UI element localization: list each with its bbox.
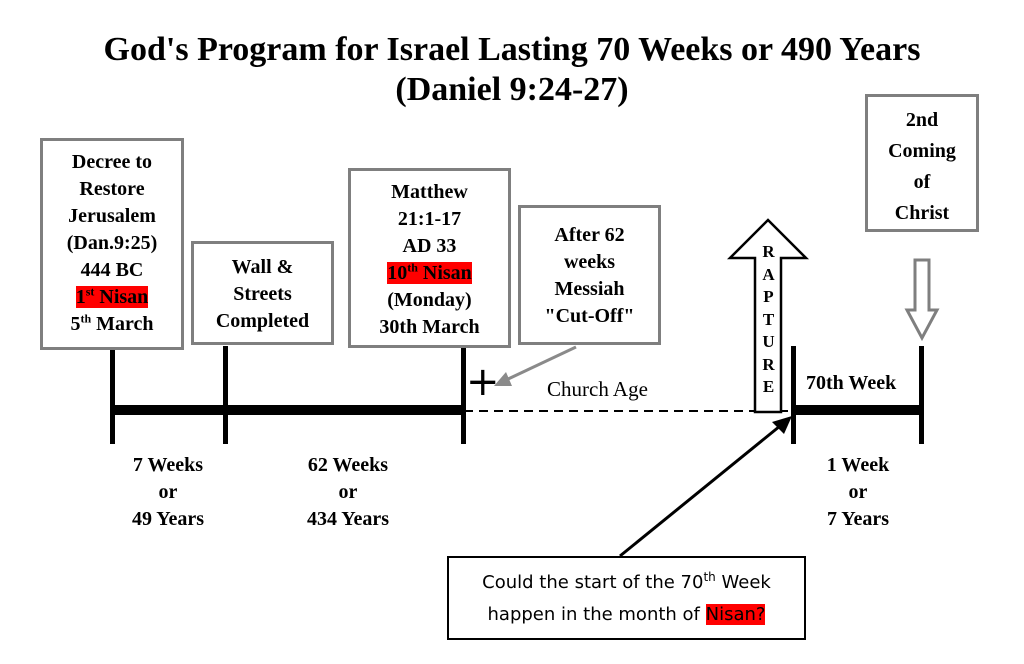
period-label-1-week: 1 Week or 7 Years xyxy=(826,454,890,530)
cutoff-pointer-line xyxy=(505,345,577,382)
decree-line: (Dan.9:25) xyxy=(66,232,158,254)
tick-70th-start xyxy=(791,346,796,444)
second-coming-line: Coming xyxy=(888,140,956,162)
decree-nisan: 1st Nisan xyxy=(75,284,149,308)
tick-70th-end xyxy=(919,346,924,444)
cutoff-line: "Cut-Off" xyxy=(544,305,635,327)
decree-line: Jerusalem xyxy=(68,205,156,227)
question-pointer-line xyxy=(619,424,781,558)
matthew-line: 30th March xyxy=(379,316,480,338)
tick-wall xyxy=(223,346,228,444)
rapture-letter: T xyxy=(762,309,775,329)
decree-line: 444 BC xyxy=(80,259,144,281)
decree-march: 5th March xyxy=(70,311,154,335)
rapture-letter: A xyxy=(762,264,775,284)
rapture-letter: P xyxy=(763,287,774,306)
period-label-7-weeks: 7 Weeks or 49 Years xyxy=(131,454,205,530)
question-line-2: happen in the month of Nisan? xyxy=(487,604,766,625)
question-line-1: Could the start of the 70th Week xyxy=(482,570,771,593)
rapture-letter: R xyxy=(762,242,775,261)
cutoff-box: After 62 weeks Messiah "Cut-Off" xyxy=(518,205,661,345)
matthew-nisan: 10th Nisan xyxy=(387,260,472,284)
decree-box: Decree to Restore Jerusalem (Dan.9:25) 4… xyxy=(40,138,184,350)
tick-decree xyxy=(110,346,115,444)
decree-line: Decree to xyxy=(71,151,153,173)
question-nisan-highlight: Nisan? xyxy=(705,604,766,625)
second-coming-box: 2nd Coming of Christ xyxy=(865,94,979,232)
second-coming-arrow xyxy=(904,258,940,342)
rapture-arrow xyxy=(726,218,810,414)
rapture-letter: U xyxy=(762,332,775,351)
period-label-62-weeks: 62 Weeks or 434 Years xyxy=(306,454,390,530)
matthew-line: Matthew xyxy=(391,181,468,203)
timeline-bar-70th-week xyxy=(794,405,922,415)
tick-matthew xyxy=(461,346,466,444)
rapture-letter: E xyxy=(762,377,775,396)
matthew-line: AD 33 xyxy=(402,235,457,257)
second-coming-line: of xyxy=(913,171,931,193)
question-pointer-head xyxy=(772,416,792,434)
cutoff-line: Messiah xyxy=(554,278,625,300)
wall-line: Wall & xyxy=(231,256,294,278)
timeline-bar-69-weeks xyxy=(112,405,464,415)
second-coming-line: 2nd xyxy=(905,109,939,131)
title-line-1: God's Program for Israel Lasting 70 Week… xyxy=(103,31,921,68)
decree-line: Restore xyxy=(79,178,145,200)
question-box: Could the start of the 70th Week happen … xyxy=(447,556,806,640)
wall-box: Wall & Streets Completed xyxy=(191,241,334,345)
second-coming-line: Christ xyxy=(894,202,950,224)
wall-line: Streets xyxy=(233,283,292,305)
rapture-letter: R xyxy=(762,354,775,374)
seventieth-week-label: 70th Week xyxy=(806,372,897,394)
matthew-box: Matthew 21:1-17 AD 33 10th Nisan (Monday… xyxy=(348,168,511,348)
cutoff-line: After 62 xyxy=(554,224,625,246)
cutoff-pointer-head xyxy=(494,372,512,386)
wall-line: Completed xyxy=(215,310,310,332)
church-age-label: Church Age xyxy=(547,377,648,401)
title-line-2: (Daniel 9:24-27) xyxy=(395,71,629,108)
matthew-line: (Monday) xyxy=(387,289,472,311)
rapture-label: R A P T U R E xyxy=(760,241,777,399)
cutoff-line: weeks xyxy=(563,251,616,273)
crucifixion-cross: + xyxy=(466,359,500,405)
diagram-title: God's Program for Israel Lasting 70 Week… xyxy=(0,30,1024,110)
matthew-line: 21:1-17 xyxy=(397,208,462,230)
